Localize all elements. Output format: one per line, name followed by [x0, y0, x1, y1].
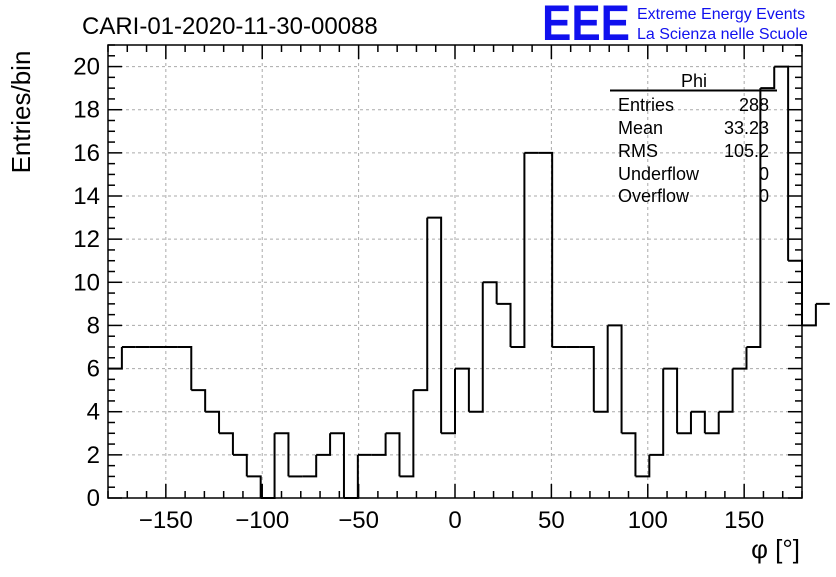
histogram-layer: [108, 65, 830, 499]
y-tick-label: 4: [87, 399, 100, 426]
logo-line-2: La Scienza nelle Scuole: [637, 26, 808, 43]
stats-label-mean: Mean: [618, 118, 663, 138]
histogram-bin: [732, 347, 748, 370]
y-tick-label: 16: [73, 140, 100, 167]
stats-value-overflow: 0: [759, 186, 769, 206]
x-tick-label: 100: [628, 507, 668, 534]
x-axis-label: φ [°]: [751, 534, 800, 564]
x-tick-label: 150: [724, 507, 764, 534]
histogram-bin: [607, 324, 623, 434]
stats-label-rms: RMS: [618, 141, 658, 161]
y-axis-label: Entries/bin: [6, 51, 36, 174]
histogram-bin: [718, 368, 734, 413]
logo-line-1: Extreme Energy Events: [637, 6, 805, 23]
histogram-bin: [802, 303, 817, 327]
stats-title: Phi: [681, 71, 707, 91]
y-tick-label: 8: [87, 312, 100, 339]
y-tick-label: 20: [73, 54, 100, 81]
histogram-bin: [649, 368, 665, 456]
histogram-bin: [635, 454, 651, 478]
histogram-bin: [704, 411, 720, 435]
histogram-bin: [663, 367, 679, 434]
stats-label-overflow: Overflow: [618, 186, 690, 206]
histogram-bin: [621, 432, 637, 477]
histogram-bin: [246, 475, 262, 498]
histogram-bin: [538, 151, 554, 347]
axes-layer: −150 −100 −50 0 50 100 150 0 2 4 6 8 10 12 14 16 18 20: [73, 44, 803, 534]
y-tick-label: 10: [73, 269, 100, 296]
chart-title: CARI-01-2020-11-30-00088: [82, 13, 378, 40]
histogram-bin: [413, 217, 429, 392]
logo-text: EEE: [542, 0, 630, 51]
histogram-bin: [177, 346, 193, 391]
histogram-bin: [191, 389, 207, 412]
y-tick-label: 2: [87, 442, 100, 469]
y-tick-label: 12: [73, 226, 100, 253]
stats-box: Phi Entries 288 Mean 33.23 RMS 105.2 Und…: [610, 71, 777, 206]
x-tick-label: 0: [448, 507, 461, 534]
y-tick-label: 0: [87, 485, 100, 512]
histogram-bin: [205, 410, 221, 434]
x-tick-label: 50: [538, 507, 565, 534]
histogram-bin: [746, 88, 762, 348]
stats-label-underflow: Underflow: [618, 164, 700, 184]
histogram-bin: [510, 152, 526, 348]
histogram-bin: [496, 302, 512, 347]
histogram-bin: [371, 433, 387, 456]
histogram-bin: [677, 411, 692, 435]
histogram-bin: [232, 453, 248, 477]
y-tick-label: 14: [73, 183, 100, 210]
histogram-bin: [774, 65, 790, 261]
stats-value-rms: 105.2: [724, 141, 769, 161]
x-tick-label: −100: [235, 507, 289, 534]
histogram-bin: [593, 325, 609, 413]
histogram-bin: [274, 432, 290, 477]
histogram-bin: [399, 390, 415, 478]
histogram-bin: [427, 216, 443, 434]
histogram-bin: [482, 281, 498, 304]
grid-layer: [108, 45, 802, 498]
histogram-bin: [468, 282, 484, 413]
histogram-bin: [385, 432, 401, 477]
histogram-bin: [760, 66, 776, 90]
histogram-bin: [690, 410, 706, 434]
stats-value-mean: 33.23: [724, 118, 769, 138]
x-tick-label: −150: [139, 507, 193, 534]
stats-value-underflow: 0: [759, 164, 769, 184]
histogram-bin: [330, 432, 345, 498]
histogram-bin: [343, 454, 359, 499]
stats-label-entries: Entries: [618, 95, 674, 115]
histogram-bin: [302, 454, 318, 478]
histogram-bin: [579, 346, 595, 412]
eee-logo: EEE Extreme Energy Events La Scienza nel…: [542, 0, 808, 51]
histogram-bin: [441, 368, 456, 435]
histogram-bin: [219, 432, 234, 455]
y-tick-label: 6: [87, 356, 100, 383]
x-tick-label: −50: [338, 507, 379, 534]
y-tick-label: 18: [73, 97, 100, 124]
stats-value-entries: 288: [739, 95, 769, 115]
histogram-bin: [455, 367, 470, 412]
histogram-bin: [316, 433, 332, 456]
